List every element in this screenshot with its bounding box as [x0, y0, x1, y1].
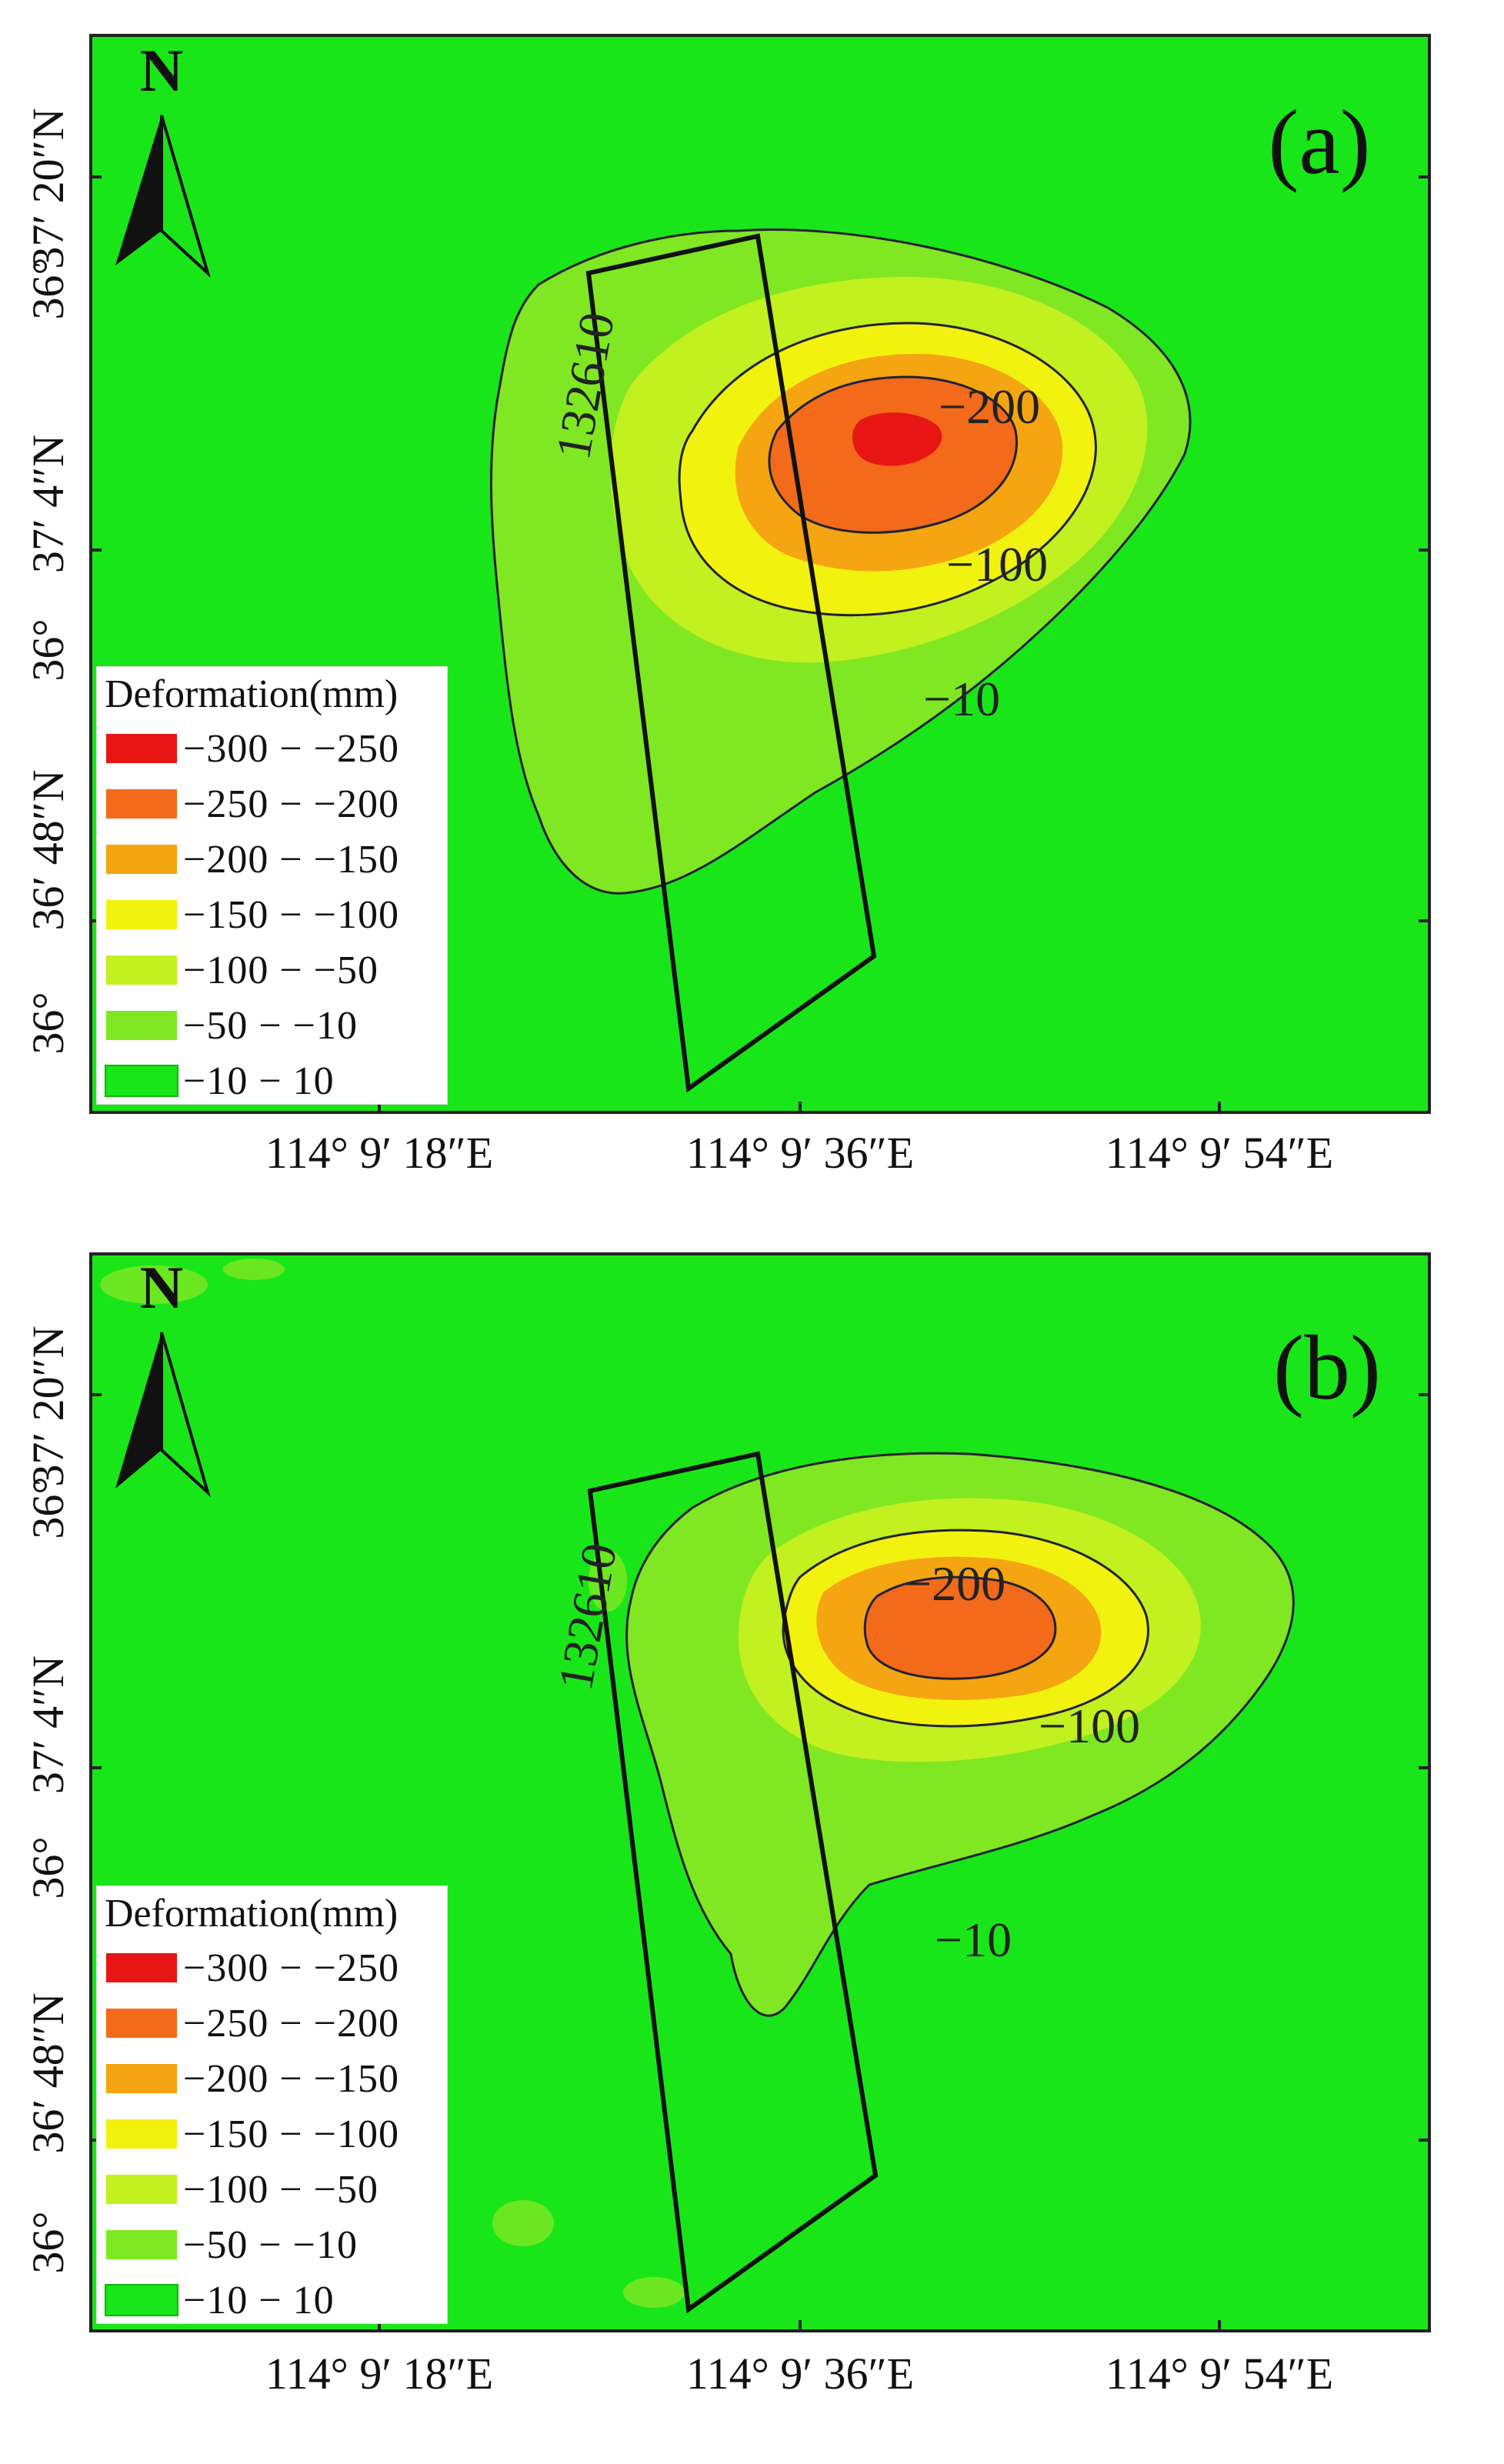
- scatter-patches: [100, 1259, 685, 2308]
- legend-item: −200 − −150: [106, 2056, 399, 2102]
- legend-title: Deformation(mm): [105, 1892, 399, 1936]
- legend-item: −100 − −50: [106, 2166, 379, 2212]
- legend-item-label: −200 − −150: [183, 837, 399, 882]
- north-arrow-icon: [115, 1332, 211, 1498]
- map-b: N (b) 132610 −200 −100 −10 37′ 20″N 36° …: [23, 1252, 1431, 2399]
- legend-item: −100 − −50: [106, 947, 379, 993]
- legend-item-label: −50 − −10: [183, 1003, 358, 1048]
- legend-item-label: −10 − 10: [183, 1059, 335, 1103]
- panel-label: (a): [1268, 91, 1370, 193]
- y-tick-label: 36°: [23, 1836, 73, 1899]
- legend-item: −300 − −250: [106, 1945, 399, 1991]
- legend-swatch: [106, 789, 177, 819]
- legend-item-label: −100 − −50: [183, 948, 379, 992]
- legend-swatch: [106, 2230, 177, 2259]
- north-letter: N: [140, 37, 183, 104]
- legend-item-label: −300 − −250: [183, 1946, 399, 1990]
- legend-swatch: [106, 955, 177, 985]
- legend-item-label: −150 − −100: [183, 2112, 399, 2156]
- legend: Deformation(mm) −300 − −250 −250 − −200 …: [96, 1886, 448, 2324]
- y-tick-label: 36°: [23, 619, 73, 681]
- legend-item: −10 − 10: [105, 1058, 335, 1104]
- contour-label-100: −100: [1039, 1699, 1140, 1753]
- legend-swatch: [106, 734, 177, 763]
- x-tick-label: 114° 9′ 54″E: [1105, 2349, 1333, 2399]
- legend-item-label: −10 − 10: [183, 2278, 335, 2322]
- contour-label-10: −10: [935, 1912, 1012, 1967]
- map-a: N (a) 132610 −200 −100 −10 37′ 20″N 36° …: [23, 34, 1431, 1178]
- contour-label-100: −100: [946, 537, 1048, 592]
- y-tick-label: 36°: [23, 257, 73, 319]
- x-tick-label: 114° 9′ 36″E: [686, 1128, 914, 1178]
- y-tick-label: 36′ 48″N: [23, 769, 73, 930]
- legend-swatch: [106, 1011, 177, 1040]
- north-letter: N: [140, 1254, 183, 1321]
- legend-swatch: [106, 2175, 177, 2204]
- x-axis: 114° 9′ 18″E 114° 9′ 36″E 114° 9′ 54″E: [265, 1102, 1333, 1178]
- legend-item-label: −250 − −200: [183, 2001, 399, 2046]
- panel-a: N (a) 132610 −200 −100 −10 37′ 20″N 36° …: [0, 0, 1504, 1231]
- contour-label-200: −200: [939, 379, 1040, 434]
- legend-item-label: −300 − −250: [183, 726, 399, 771]
- legend-item: −300 − −250: [106, 725, 399, 772]
- y-tick-label: 36°: [23, 992, 73, 1054]
- workface-outline: [587, 1451, 879, 2314]
- legend-item: −250 − −200: [106, 781, 399, 827]
- y-axis: 37′ 20″N 36° 37′ 4″N 36° 36′ 48″N 36°: [23, 108, 1429, 1055]
- legend-swatch: [106, 1953, 177, 1982]
- workface-outline: [585, 233, 877, 1093]
- y-tick-label: 36′ 48″N: [23, 1992, 73, 2153]
- legend-item: −150 − −100: [106, 2111, 399, 2157]
- x-tick-label: 114° 9′ 54″E: [1105, 1128, 1333, 1178]
- legend-swatch: [106, 845, 177, 874]
- legend-item: −150 − −100: [106, 892, 399, 938]
- x-tick-label: 114° 9′ 18″E: [265, 1128, 493, 1178]
- legend-item-label: −150 − −100: [183, 892, 399, 937]
- y-tick-label: 37′ 20″N: [23, 1325, 73, 1486]
- legend-item: −50 − −10: [106, 2222, 358, 2268]
- legend-item-label: −50 − −10: [183, 2222, 358, 2267]
- y-axis: 37′ 20″N 36° 37′ 4″N 36° 36′ 48″N 36°: [23, 1325, 1429, 2274]
- x-tick-label: 114° 9′ 36″E: [686, 2349, 914, 2399]
- legend-swatch: [106, 900, 177, 929]
- zone-minus300-minus250: [852, 412, 942, 466]
- legend-item-label: −100 − −50: [183, 2167, 379, 2212]
- subsidence-basin: [489, 228, 1192, 895]
- legend-item: −10 − 10: [105, 2277, 335, 2323]
- panel-label: (b): [1273, 1316, 1381, 1419]
- legend-item: −250 − −200: [106, 2000, 399, 2046]
- panel-b: N (b) 132610 −200 −100 −10 37′ 20″N 36° …: [0, 1231, 1504, 2464]
- y-tick-label: 36°: [23, 2211, 73, 2273]
- legend: Deformation(mm) −300 − −250 −250 − −200 …: [96, 666, 448, 1105]
- legend-swatch: [106, 2064, 177, 2093]
- y-tick-label: 37′ 4″N: [23, 1655, 73, 1794]
- legend-item: −50 − −10: [106, 1002, 358, 1049]
- legend-swatch: [106, 2009, 177, 2038]
- legend-title: Deformation(mm): [105, 672, 399, 716]
- legend-item-label: −200 − −150: [183, 2056, 399, 2101]
- north-arrow-icon: [115, 115, 211, 278]
- zone-minus250-minus200: [863, 1575, 1057, 1680]
- legend-swatch: [105, 1065, 178, 1097]
- legend-swatch: [106, 2119, 177, 2149]
- legend-swatch: [105, 2284, 178, 2316]
- y-tick-label: 37′ 4″N: [23, 435, 73, 573]
- legend-item-label: −250 − −200: [183, 782, 399, 826]
- legend-item: −200 − −150: [106, 836, 399, 882]
- x-axis: 114° 9′ 18″E 114° 9′ 36″E 114° 9′ 54″E: [265, 2320, 1333, 2399]
- contour-label-10: −10: [923, 672, 1000, 726]
- x-tick-label: 114° 9′ 18″E: [265, 2349, 493, 2399]
- y-tick-label: 36°: [23, 1476, 73, 1539]
- y-tick-label: 37′ 20″N: [23, 108, 73, 268]
- subsidence-basin: [625, 1452, 1295, 2017]
- contour-label-200: −200: [904, 1556, 1005, 1611]
